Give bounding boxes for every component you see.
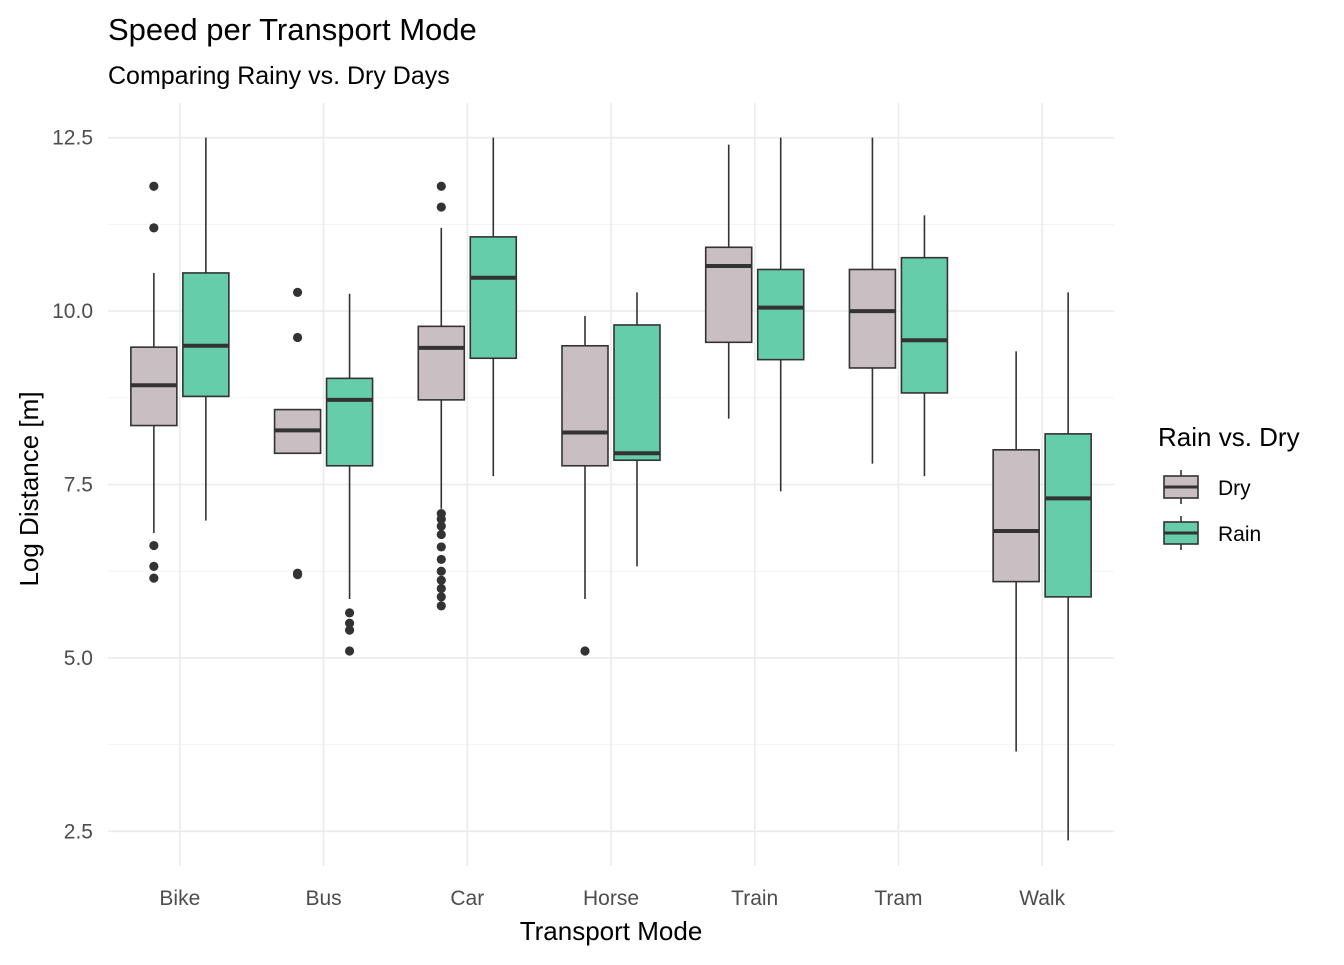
outlier-point (436, 529, 446, 540)
legend-title: Rain vs. Dry (1158, 422, 1300, 452)
x-tick-label: Horse (583, 887, 639, 910)
series-rain (182, 137, 1092, 841)
box-bike-dry (130, 181, 178, 583)
outlier-point (344, 618, 355, 628)
outlier-point (436, 575, 446, 585)
iqr-box (704, 246, 753, 344)
chart-title: Speed per Transport Mode (108, 12, 477, 47)
outlier-point (292, 332, 303, 343)
outlier-point (344, 625, 355, 635)
outlier-point (149, 540, 159, 551)
iqr-box (992, 449, 1040, 583)
iqr-box (848, 268, 897, 369)
x-tick-label: Tram (874, 887, 922, 910)
y-tick-label: 12.5 (52, 127, 93, 150)
legend-items: Dry Rain (1163, 470, 1261, 550)
iqr-box (900, 256, 949, 394)
outlier-point (436, 583, 446, 594)
outlier-point (149, 561, 159, 571)
box-horse-dry (561, 315, 609, 656)
box-car-dry (417, 181, 466, 611)
box-bus-rain (325, 293, 374, 656)
outlier-point (149, 573, 159, 583)
outlier-point (436, 509, 446, 519)
y-tick-label: 7.5 (64, 474, 93, 497)
outlier-point (436, 601, 446, 611)
x-tick-label: Car (450, 887, 484, 910)
x-tick-label: Bike (159, 887, 200, 910)
y-tick-label: 10.0 (52, 300, 93, 323)
x-tick-label: Walk (1019, 887, 1065, 910)
outlier-point (436, 202, 446, 212)
iqr-box (1044, 433, 1092, 598)
box-car-rain (469, 137, 518, 477)
iqr-box (417, 325, 466, 401)
outlier-point (292, 287, 303, 297)
x-tick-label: Train (731, 887, 778, 910)
x-axis-title: Transport Mode (520, 916, 703, 946)
box-bike-rain (182, 137, 230, 521)
iqr-box (613, 324, 661, 462)
outlier-point (436, 181, 446, 191)
outlier-point (344, 646, 355, 656)
legend-item-rain: Rain (1163, 516, 1261, 550)
outlier-point (292, 568, 303, 578)
y-tick-label: 2.5 (64, 820, 93, 843)
legend-label: Dry (1218, 477, 1251, 500)
y-tick-label: 5.0 (64, 647, 93, 670)
outlier-point (436, 592, 446, 602)
box-walk-dry (992, 351, 1040, 752)
outlier-point (149, 223, 159, 233)
chart-subtitle: Comparing Rainy vs. Dry Days (108, 62, 450, 90)
box-horse-rain (613, 292, 661, 567)
outlier-point (436, 521, 446, 531)
outlier-point (436, 554, 446, 565)
outlier-point (436, 542, 446, 552)
x-tick-label: Bus (305, 887, 341, 910)
legend-item-dry: Dry (1163, 470, 1251, 504)
x-axis-tick-labels: Bike Bus Car Horse Train Tram Walk (159, 887, 1065, 910)
box-bus-dry (273, 287, 322, 580)
iqr-box (756, 268, 805, 361)
outlier-point (580, 646, 590, 656)
iqr-box (325, 377, 374, 467)
grid (108, 103, 1114, 866)
box-train-rain (756, 137, 805, 492)
series-dry (130, 137, 1040, 752)
legend: Rain vs. Dry Dry Rain (1158, 422, 1300, 550)
box-tram-dry (848, 137, 897, 464)
box-train-dry (704, 144, 753, 419)
box-walk-rain (1044, 292, 1092, 841)
outlier-point (344, 608, 355, 618)
boxplot-series (130, 137, 1092, 841)
iqr-box (561, 344, 609, 467)
outlier-point (149, 181, 159, 191)
legend-label: Rain (1218, 523, 1261, 546)
outlier-point (436, 566, 446, 576)
iqr-box (182, 272, 230, 398)
y-axis-title: Log Distance [m] (14, 391, 44, 586)
box-tram-rain (900, 215, 949, 477)
iqr-box (469, 236, 518, 360)
y-axis-tick-labels: 2.5 5.0 7.5 10.0 12.5 (52, 127, 93, 844)
